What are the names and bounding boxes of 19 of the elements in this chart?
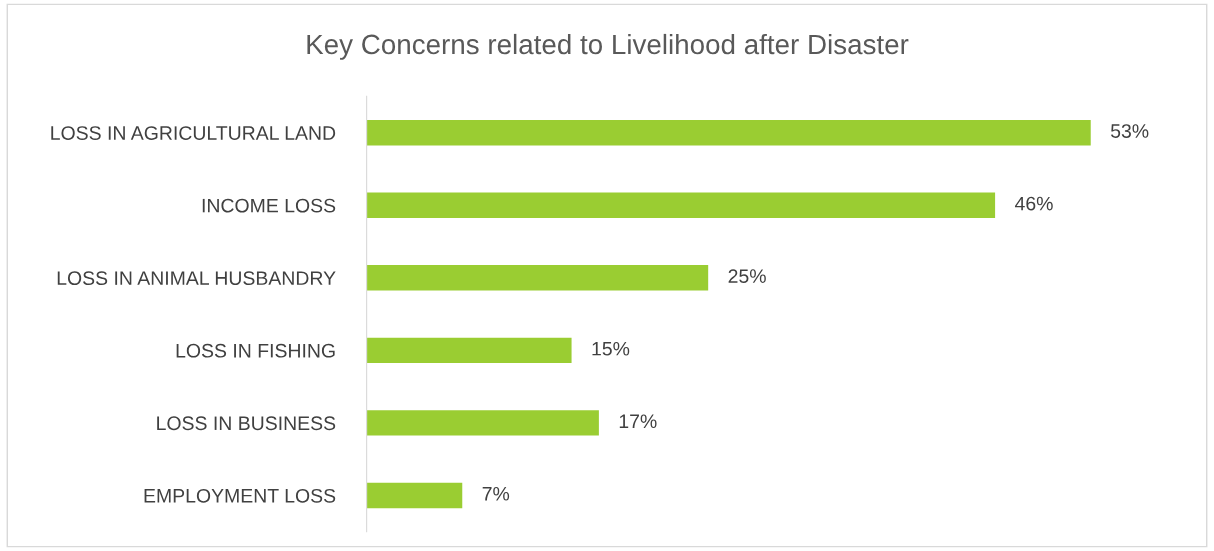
y-tick-label: LOSS IN AGRICULTURAL LAND [51,126,336,140]
bar [366,482,463,509]
data-label: 7% [482,486,510,501]
y-tick-label: EMPLOYMENT LOSS [144,488,336,503]
data-label: 15% [592,341,630,356]
y-tick-label: INCOME LOSS [202,198,336,213]
data-label: 53% [1110,124,1149,138]
bar [366,337,572,364]
bar [366,410,599,436]
data-label: 17% [619,414,657,429]
bar [366,192,996,218]
chart-title: Key Concerns related to Livelihood after Disaster [307,33,909,60]
bar [366,120,1091,146]
y-tick-label: LOSS IN ANIMAL HUSBANDRY [57,271,336,286]
data-label: 25% [728,269,766,284]
y-tick-label: LOSS IN BUSINESS [157,416,336,431]
data-label: 46% [1014,196,1053,211]
y-tick-label: LOSS IN FISHING [176,343,335,358]
bar [366,265,709,291]
